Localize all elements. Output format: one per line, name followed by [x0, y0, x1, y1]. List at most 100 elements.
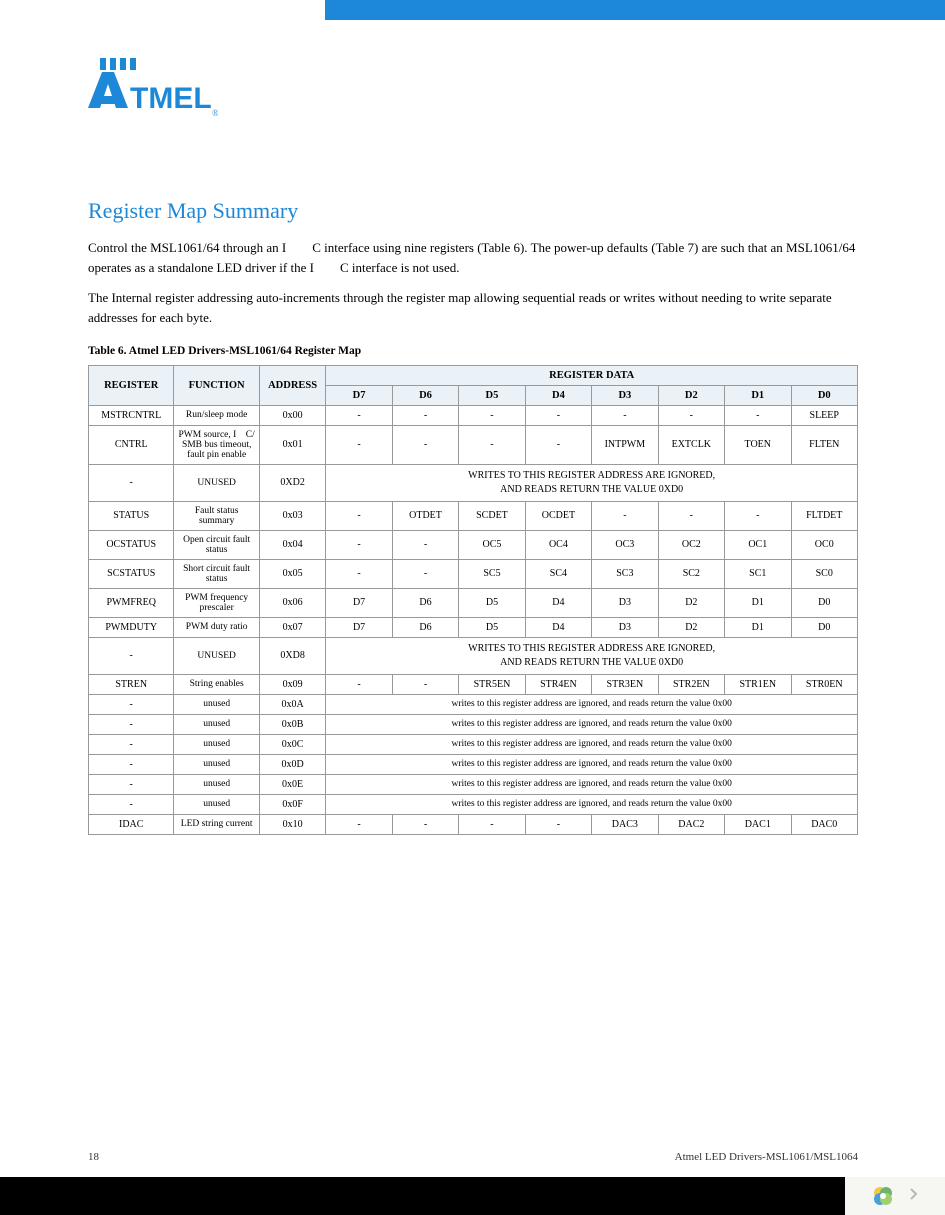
- cell-bit: -: [525, 814, 591, 834]
- cell-bit: -: [326, 425, 392, 464]
- cell-register: SCSTATUS: [89, 559, 174, 588]
- cell-address: 0x01: [259, 425, 325, 464]
- cell-register: -: [89, 637, 174, 674]
- th-address: ADDRESS: [259, 365, 325, 405]
- cell-bit: -: [326, 559, 392, 588]
- cell-bit: D0: [791, 588, 858, 617]
- doc-title: Atmel LED Drivers-MSL1061/MSL1064: [675, 1151, 858, 1163]
- cell-register: -: [89, 464, 174, 501]
- table-row: -unused0x0Dwrites to this register addre…: [89, 754, 858, 774]
- cell-register: -: [89, 734, 174, 754]
- cell-function: PWM frequency prescaler: [174, 588, 259, 617]
- cell-bit: -: [658, 405, 724, 425]
- cell-bit: -: [326, 405, 392, 425]
- table-row: PWMDUTYPWM duty ratio0x07D7D6D5D4D3D2D1D…: [89, 617, 858, 637]
- th-bit-d7: D7: [326, 385, 392, 405]
- cell-bit: DAC1: [725, 814, 791, 834]
- cell-bit: D6: [392, 617, 458, 637]
- cell-address: 0x04: [259, 530, 325, 559]
- cell-register: OCSTATUS: [89, 530, 174, 559]
- cell-function: UNUSED: [174, 637, 259, 674]
- cell-bit: D1: [725, 588, 791, 617]
- cell-bit: -: [658, 501, 724, 530]
- cell-bit: SLEEP: [791, 405, 858, 425]
- cell-merged-note: writes to this register address are igno…: [326, 734, 858, 754]
- cell-register: IDAC: [89, 814, 174, 834]
- cell-bit: DAC0: [791, 814, 858, 834]
- cell-bit: SC3: [592, 559, 658, 588]
- cell-bit: -: [392, 814, 458, 834]
- cell-bit: -: [725, 405, 791, 425]
- cell-register: -: [89, 774, 174, 794]
- cell-bit: SC1: [725, 559, 791, 588]
- svg-text:®: ®: [212, 108, 218, 118]
- cell-merged-note: writes to this register address are igno…: [326, 754, 858, 774]
- cell-register: -: [89, 754, 174, 774]
- cell-bit: -: [326, 674, 392, 694]
- cell-function: unused: [174, 734, 259, 754]
- cell-function: Short circuit fault status: [174, 559, 259, 588]
- cell-address: 0x09: [259, 674, 325, 694]
- table-row: IDACLED string current0x10----DAC3DAC2DA…: [89, 814, 858, 834]
- table-row: -UNUSED0XD2WRITES TO THIS REGISTER ADDRE…: [89, 464, 858, 501]
- chevron-right-icon[interactable]: [909, 1187, 919, 1206]
- table-row: STRENString enables0x09--STR5ENSTR4ENSTR…: [89, 674, 858, 694]
- svg-text:TMEL: TMEL: [130, 82, 212, 115]
- cell-bit: -: [326, 530, 392, 559]
- cell-bit: -: [392, 530, 458, 559]
- cell-bit: SC2: [658, 559, 724, 588]
- paragraph-1: Control the MSL1061/64 through an I C in…: [88, 238, 858, 278]
- cell-function: unused: [174, 794, 259, 814]
- cell-address: 0x00: [259, 405, 325, 425]
- th-register-data: REGISTER DATA: [326, 365, 858, 385]
- cell-bit: D1: [725, 617, 791, 637]
- cell-bit: FLTDET: [791, 501, 858, 530]
- table-row: CNTRLPWM source, I C/ SMB bus timeout, f…: [89, 425, 858, 464]
- cell-address: 0x0A: [259, 694, 325, 714]
- cell-bit: -: [525, 405, 591, 425]
- table-row: -UNUSED0XD8WRITES TO THIS REGISTER ADDRE…: [89, 637, 858, 674]
- corner-widget: [845, 1177, 945, 1215]
- cell-bit: D4: [525, 617, 591, 637]
- cell-bit: SCDET: [459, 501, 525, 530]
- cell-bit: -: [592, 501, 658, 530]
- cell-bit: SC4: [525, 559, 591, 588]
- cell-function: unused: [174, 694, 259, 714]
- table-row: -unused0x0Bwrites to this register addre…: [89, 714, 858, 734]
- cell-bit: -: [592, 405, 658, 425]
- table-row: -unused0x0Awrites to this register addre…: [89, 694, 858, 714]
- cell-bit: OC1: [725, 530, 791, 559]
- cell-bit: DAC2: [658, 814, 724, 834]
- cell-address: 0XD2: [259, 464, 325, 501]
- cell-bit: SC5: [459, 559, 525, 588]
- paragraph-2: The Internal register addressing auto-in…: [88, 288, 858, 328]
- cell-bit: STR5EN: [459, 674, 525, 694]
- page-footer: 18 Atmel LED Drivers-MSL1061/MSL1064: [88, 1151, 858, 1163]
- cell-register: PWMDUTY: [89, 617, 174, 637]
- cell-merged-note: WRITES TO THIS REGISTER ADDRESS ARE IGNO…: [326, 464, 858, 501]
- cell-merged-note: writes to this register address are igno…: [326, 794, 858, 814]
- cell-bit: D2: [658, 617, 724, 637]
- cell-bit: TOEN: [725, 425, 791, 464]
- cell-bit: OC5: [459, 530, 525, 559]
- cell-function: unused: [174, 754, 259, 774]
- cell-address: 0x0D: [259, 754, 325, 774]
- cell-bit: -: [392, 405, 458, 425]
- table-row: PWMFREQPWM frequency prescaler0x06D7D6D5…: [89, 588, 858, 617]
- cell-bit: OC4: [525, 530, 591, 559]
- table-caption: Table 6. Atmel LED Drivers-MSL1061/64 Re…: [88, 345, 858, 357]
- cell-bit: D0: [791, 617, 858, 637]
- cell-address: 0x03: [259, 501, 325, 530]
- cell-bit: EXTCLK: [658, 425, 724, 464]
- cell-register: CNTRL: [89, 425, 174, 464]
- cell-register: STATUS: [89, 501, 174, 530]
- cell-address: 0x06: [259, 588, 325, 617]
- table-row: -unused0x0Ewrites to this register addre…: [89, 774, 858, 794]
- cell-bit: OC3: [592, 530, 658, 559]
- th-bit-d3: D3: [592, 385, 658, 405]
- page-content: Register Map Summary Control the MSL1061…: [88, 198, 858, 835]
- cell-bit: D7: [326, 617, 392, 637]
- cell-function: unused: [174, 714, 259, 734]
- cell-bit: D3: [592, 588, 658, 617]
- cell-bit: D5: [459, 588, 525, 617]
